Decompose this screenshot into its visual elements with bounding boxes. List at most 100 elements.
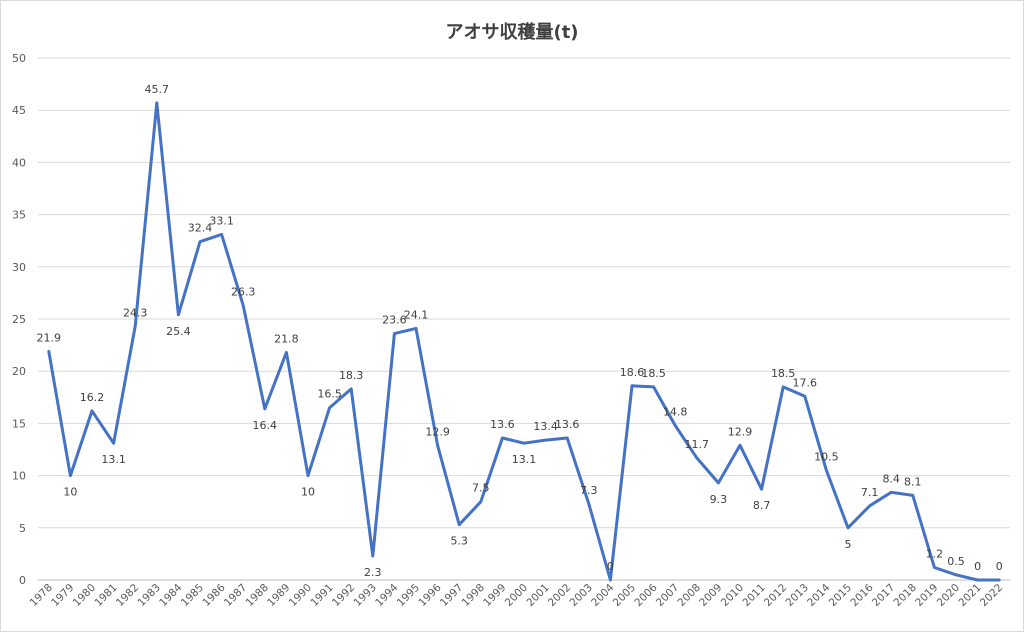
data-label: 25.4	[166, 325, 191, 338]
data-label: 23.6	[382, 314, 407, 327]
x-tick-label: 2012	[762, 582, 789, 609]
data-label: 18.3	[339, 369, 364, 382]
data-point	[695, 456, 699, 460]
data-label: 0	[607, 560, 614, 573]
x-tick-label: 2001	[524, 582, 551, 609]
x-tick-label: 1986	[200, 581, 228, 609]
data-point	[868, 504, 872, 508]
data-point	[133, 324, 137, 328]
x-tick-label: 2009	[697, 582, 724, 609]
data-point	[846, 526, 850, 530]
x-tick-label: 2020	[935, 582, 962, 609]
y-tick-label: 35	[12, 209, 26, 222]
data-label: 10	[63, 486, 77, 499]
x-tick-label: 2013	[784, 582, 811, 609]
data-point	[176, 313, 180, 317]
data-point	[522, 441, 526, 445]
data-point	[500, 436, 504, 440]
x-tick-label: 2002	[546, 582, 573, 609]
data-label: 8.4	[882, 472, 900, 485]
data-point	[112, 441, 116, 445]
x-tick-label: 1990	[287, 582, 314, 609]
x-tick-label: 2006	[632, 581, 660, 609]
data-point	[220, 232, 224, 236]
x-tick-label: 2004	[589, 581, 617, 609]
data-point	[889, 490, 893, 494]
data-point	[263, 407, 267, 411]
data-point	[652, 385, 656, 389]
x-tick-label: 1998	[460, 582, 487, 609]
data-label: 1.2	[926, 547, 944, 560]
series-line	[47, 101, 1001, 582]
x-tick-label: 2019	[913, 582, 940, 609]
x-tick-label: 2003	[568, 582, 595, 609]
x-tick-label: 2011	[740, 582, 767, 609]
data-label: 13.4	[533, 420, 558, 433]
data-label: 33.1	[209, 214, 234, 227]
data-label: 7.1	[861, 486, 879, 499]
data-point	[932, 565, 936, 569]
data-point	[90, 409, 94, 413]
data-point	[392, 332, 396, 336]
data-point	[371, 554, 375, 558]
data-label: 9.3	[710, 493, 728, 506]
data-point	[198, 240, 202, 244]
data-label: 12.9	[425, 425, 450, 438]
x-tick-label: 2015	[827, 582, 854, 609]
data-label: 10	[301, 486, 315, 499]
data-label: 24.3	[123, 306, 148, 319]
data-label: 24.1	[404, 308, 429, 321]
data-point	[997, 578, 1001, 582]
data-label: 13.1	[512, 453, 537, 466]
data-label: 5.3	[450, 535, 468, 548]
data-label: 21.9	[37, 331, 62, 344]
data-point	[760, 487, 764, 491]
data-label: 16.4	[253, 419, 278, 432]
x-tick-label: 1982	[114, 582, 141, 609]
data-point	[544, 438, 548, 442]
data-point	[673, 423, 677, 427]
x-tick-label: 2021	[956, 582, 983, 609]
x-tick-label: 2007	[654, 582, 681, 609]
x-tick-label: 1993	[352, 582, 379, 609]
x-tick-label: 2008	[676, 582, 703, 609]
data-label: 16.5	[317, 388, 342, 401]
y-tick-label: 20	[12, 365, 26, 378]
data-label: 0	[996, 560, 1003, 573]
data-label: 5	[845, 538, 852, 551]
y-tick-label: 40	[12, 156, 26, 169]
data-label: 26.3	[231, 285, 256, 298]
data-point	[608, 578, 612, 582]
y-tick-label: 10	[12, 470, 26, 483]
x-tick-label: 2017	[870, 582, 897, 609]
data-label: 10.5	[814, 450, 839, 463]
data-label: 18.6	[620, 366, 645, 379]
data-point	[306, 474, 310, 478]
data-label: 2.3	[364, 566, 382, 579]
x-tick-label: 1988	[244, 582, 271, 609]
data-label: 7.3	[580, 484, 598, 497]
x-tick-label: 2005	[611, 582, 638, 609]
x-tick-label: 1978	[28, 582, 55, 609]
data-point	[911, 493, 915, 497]
data-label: 0	[974, 560, 981, 573]
data-point	[436, 443, 440, 447]
x-tick-label: 1987	[222, 582, 249, 609]
data-label: 13.1	[101, 453, 126, 466]
data-point	[155, 101, 159, 105]
x-tick-label: 1984	[157, 581, 185, 609]
data-point	[565, 436, 569, 440]
data-point	[47, 349, 51, 353]
data-point	[587, 502, 591, 506]
data-point	[976, 578, 980, 582]
data-point	[349, 387, 353, 391]
y-tick-label: 45	[12, 104, 26, 117]
x-tick-label: 2022	[978, 582, 1005, 609]
data-point	[328, 406, 332, 410]
x-tick-label: 1996	[416, 581, 444, 609]
data-label: 13.6	[555, 418, 580, 431]
x-tick-label: 1995	[395, 582, 422, 609]
data-point	[241, 303, 245, 307]
data-label: 0.5	[947, 555, 965, 568]
